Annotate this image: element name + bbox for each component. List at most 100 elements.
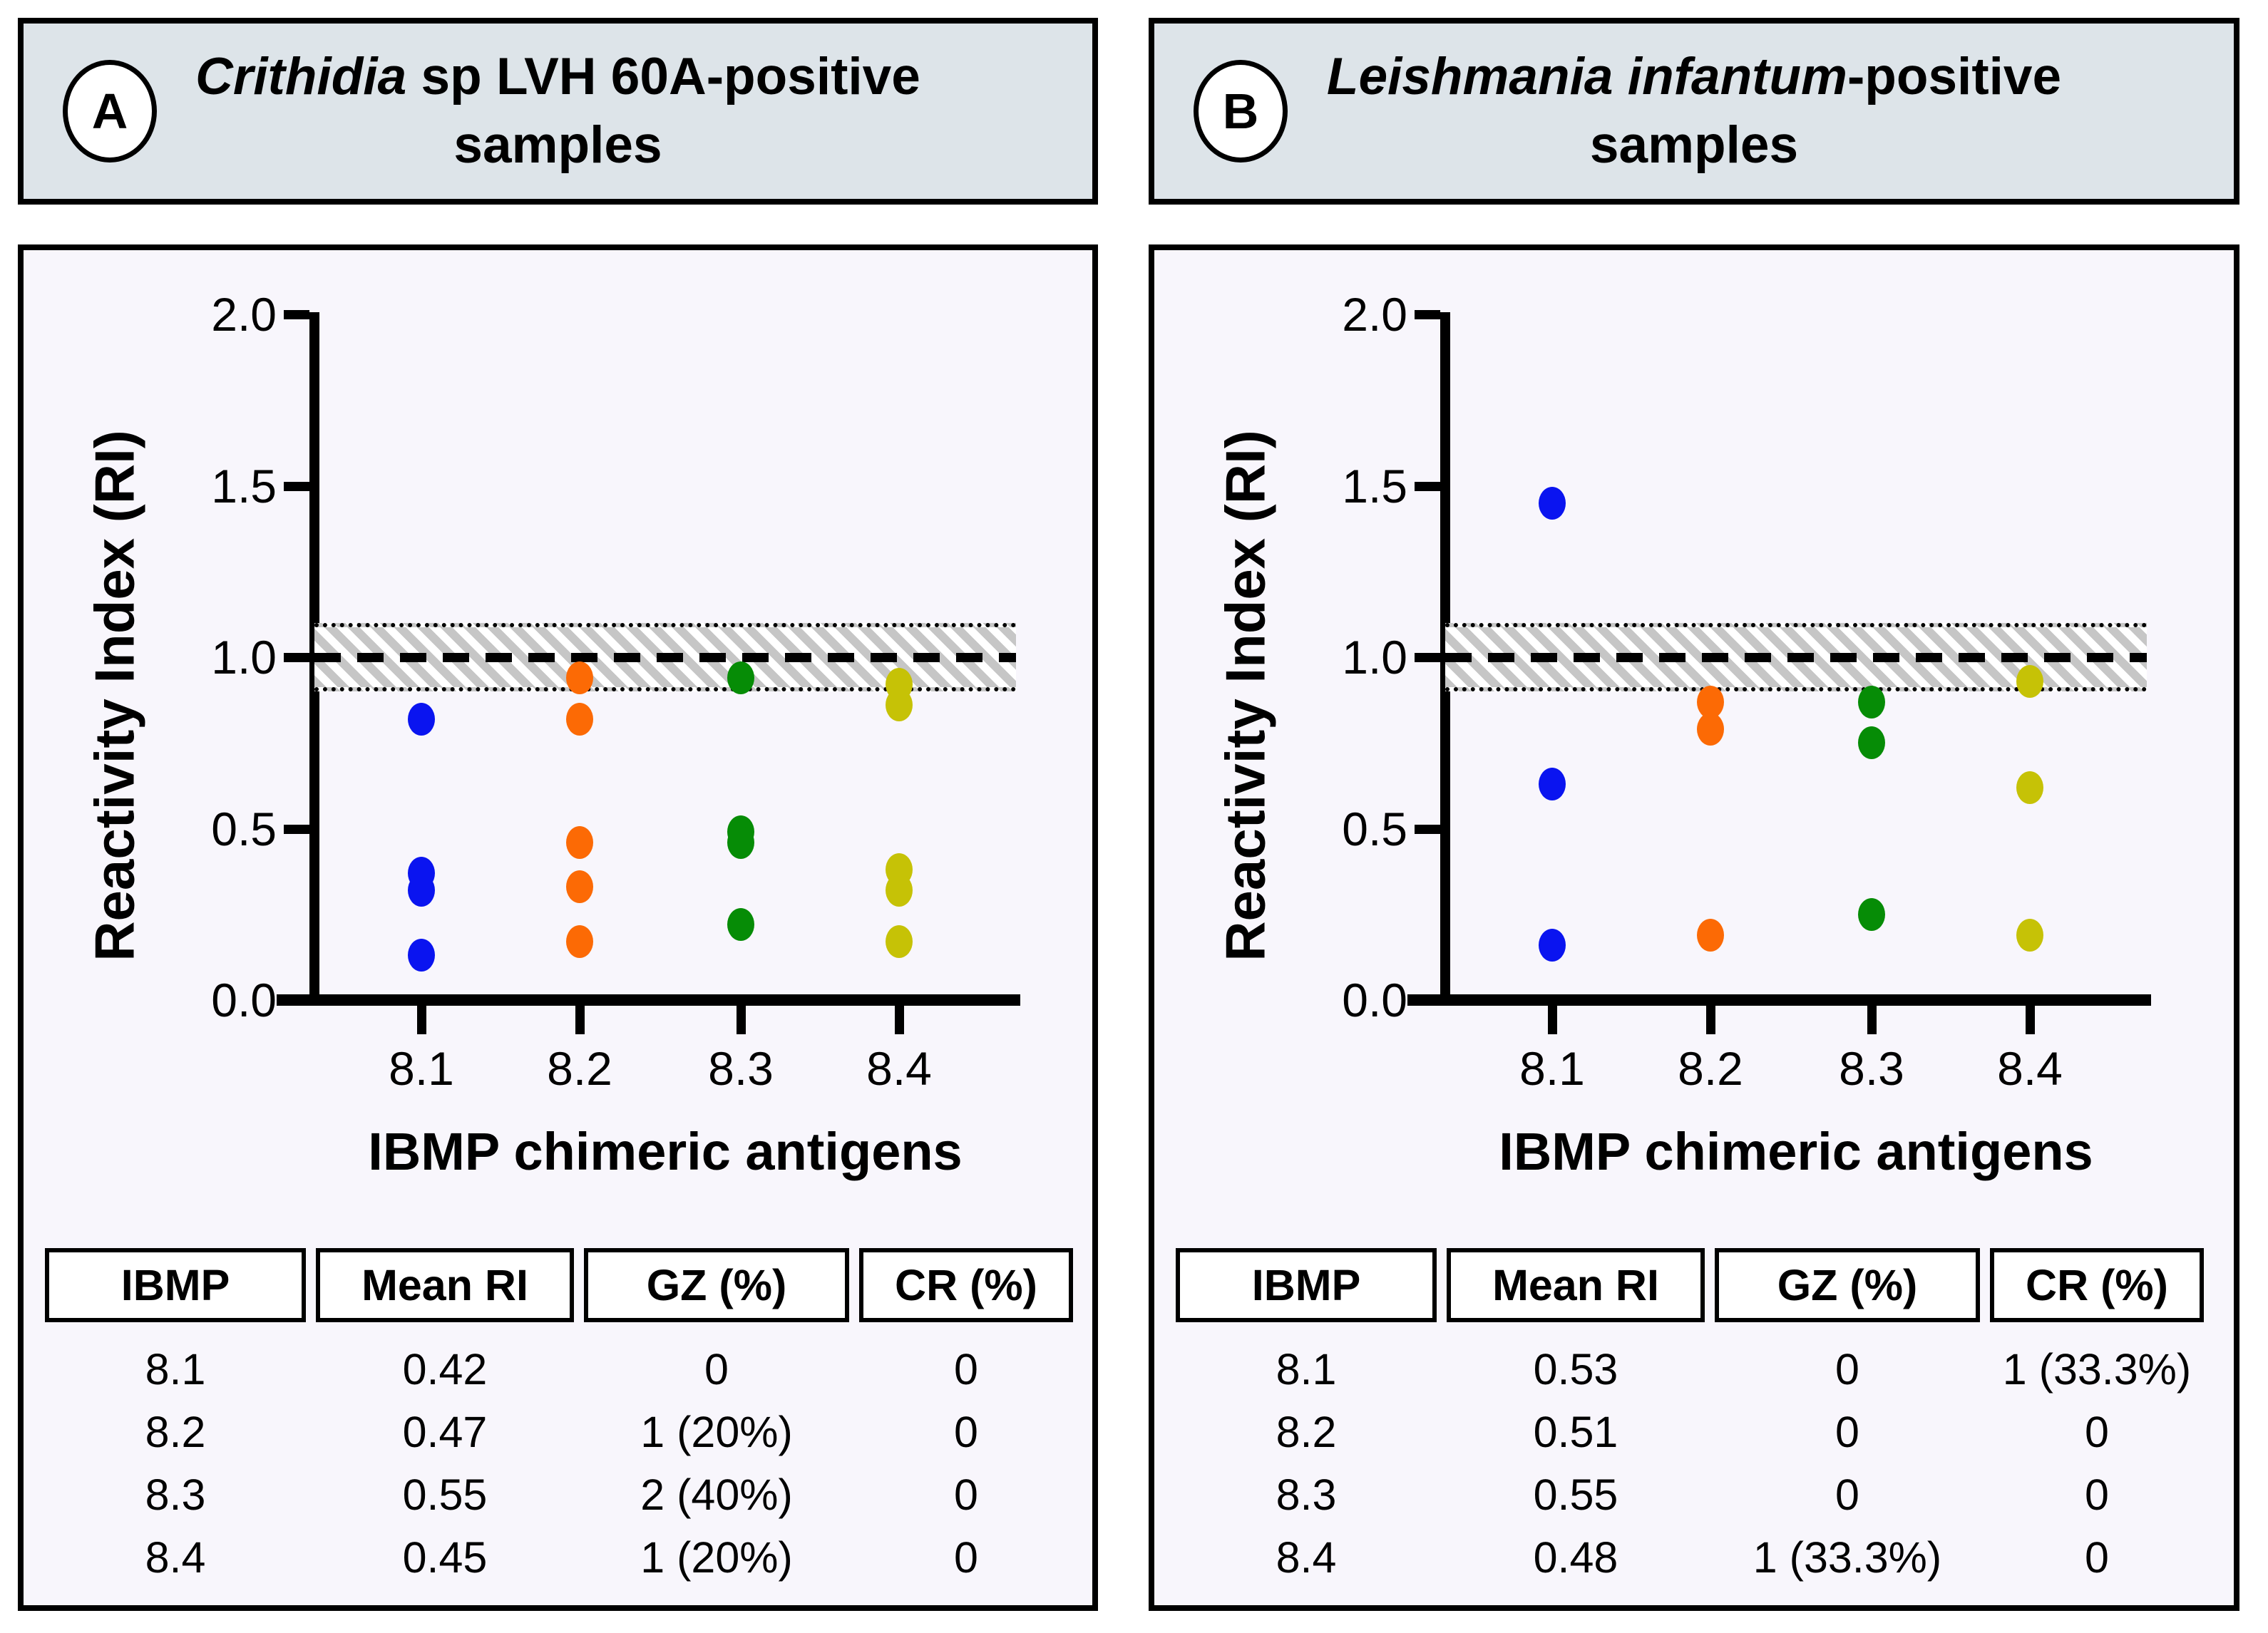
table-header-cell: CR (%) (1990, 1248, 2204, 1322)
table-cell: 1 (20%) (640, 1533, 793, 1582)
panel-a-title-line2: samples (453, 116, 662, 174)
table-cell: 0 (954, 1345, 978, 1394)
y-axis-tick (284, 481, 309, 491)
data-point (2016, 918, 2043, 952)
panel-b-title-line2: samples (1589, 116, 1799, 174)
data-point (566, 661, 593, 694)
x-axis-label: IBMP chimeric antigens (1499, 1122, 2093, 1181)
table-cell: 8.3 (145, 1470, 206, 1519)
panel-b-title-species: Leishmania infantum (1326, 47, 1847, 105)
table-cell: 0.42 (402, 1345, 488, 1394)
table-cell: 1 (20%) (640, 1408, 793, 1456)
x-axis-tick (575, 1006, 585, 1034)
panel-b-title-line1: Leishmania infantum-positive (1327, 43, 2061, 111)
y-axis-tick (1415, 653, 1440, 662)
panel-b-badge-circle: B (1194, 60, 1288, 163)
data-point (566, 702, 593, 736)
y-axis-tick-label: 0.0 (211, 974, 277, 1026)
table-header-cell: CR (%) (859, 1248, 1073, 1322)
cutoff-dashed-line (314, 653, 1016, 662)
y-axis-tick-label: 1.5 (1342, 459, 1407, 512)
y-axis-tick-label: 0.5 (1342, 802, 1407, 855)
table-row: 8.3 0.55 2 (40%) 0 (45, 1463, 1075, 1526)
plot-area: 2.0 1.5 1.0 0.5 0.0 8.1 8.2 8.3 8.4 (1154, 250, 2234, 1605)
table-cell: 0.47 (402, 1408, 488, 1456)
data-point (727, 825, 754, 859)
table-cell: 8.1 (1276, 1345, 1337, 1394)
panel-a: A Crithidia sp LVH 60A-positive samples … (18, 18, 1098, 1611)
panel-a-badge-circle: A (63, 60, 157, 163)
table-cell: 0 (1835, 1470, 1859, 1519)
table-header-row: IBMP Mean RI GZ (%) CR (%) (1176, 1248, 2206, 1322)
data-point (566, 825, 593, 859)
y-axis-tick-label: 2.0 (211, 288, 277, 341)
y-axis-tick (1415, 310, 1440, 319)
table-cell: 0.55 (402, 1470, 488, 1519)
table-cell: 0.48 (1533, 1533, 1618, 1582)
data-point (1539, 929, 1566, 962)
table-cell: 0.51 (1533, 1408, 1618, 1456)
y-axis-tick-label: 1.5 (211, 459, 277, 512)
results-table: IBMP Mean RI GZ (%) CR (%) 8.1 0.42 0 0 8.2 0.47… (45, 1248, 1075, 1589)
data-point (1539, 767, 1566, 800)
y-axis-tick (284, 824, 309, 834)
x-axis-tick (737, 1006, 746, 1034)
table-cell: 0 (2085, 1533, 2109, 1582)
table-row: 8.3 0.55 0 0 (1176, 1463, 2206, 1526)
data-point (886, 689, 913, 722)
y-axis-tick-label: 1.0 (1342, 631, 1407, 684)
data-point (886, 874, 913, 907)
x-axis-line (277, 994, 1020, 1006)
data-point (727, 661, 754, 694)
table-header-row: IBMP Mean RI GZ (%) CR (%) (45, 1248, 1075, 1322)
data-point (566, 925, 593, 959)
table-row: 8.2 0.47 1 (20%) 0 (45, 1401, 1075, 1463)
table-row: 8.1 0.42 0 0 (45, 1338, 1075, 1401)
table-cell: 8.2 (1276, 1408, 1337, 1456)
table-cell: 8.2 (145, 1408, 206, 1456)
table-cell: 8.4 (145, 1533, 206, 1582)
table-cell: 8.3 (1276, 1470, 1337, 1519)
y-axis-tick (1415, 824, 1440, 834)
y-axis-tick (284, 653, 309, 662)
panel-a-title: Crithidia sp LVH 60A-positive samples (195, 43, 920, 180)
panel-a-title-suffix: sp LVH 60A-positive (406, 47, 920, 105)
data-point (886, 925, 913, 959)
panel-b-figure-box: Reactivity Index (RI) 2.0 1.5 1.0 0.5 0.0 8.1… (1149, 244, 2239, 1611)
table-cell: 0 (954, 1408, 978, 1456)
table-header-cell: Mean RI (1447, 1248, 1705, 1322)
table-cell: 0.45 (402, 1533, 488, 1582)
y-axis-tick-label: 0.5 (211, 802, 277, 855)
x-axis-tick (1706, 1006, 1715, 1034)
x-axis-tick-label: 8.3 (708, 1042, 774, 1095)
table-header-cell: Mean RI (316, 1248, 574, 1322)
panel-a-badge-letter: A (91, 83, 128, 139)
table-header-cell: GZ (%) (584, 1248, 849, 1322)
x-axis-tick-label: 8.3 (1839, 1042, 1904, 1095)
panel-b-title-suffix: -positive (1847, 47, 2062, 105)
data-point (566, 870, 593, 904)
table-row: 8.4 0.48 1 (33.3%) 0 (1176, 1526, 2206, 1589)
data-point (727, 908, 754, 942)
data-point (408, 939, 435, 972)
table-cell: 8.4 (1276, 1533, 1337, 1582)
results-table: IBMP Mean RI GZ (%) CR (%) 8.1 0.53 0 1 (33.3%… (1176, 1248, 2206, 1589)
data-point (2016, 771, 2043, 804)
x-axis-tick-label: 8.1 (1519, 1042, 1585, 1095)
table-cell: 0 (954, 1533, 978, 1582)
x-axis-tick-label: 8.4 (866, 1042, 932, 1095)
data-point (408, 702, 435, 736)
table-cell: 0 (2085, 1470, 2109, 1519)
x-axis-tick (1548, 1006, 1557, 1034)
x-axis-tick (895, 1006, 904, 1034)
data-point (1697, 685, 1724, 718)
x-axis-label: IBMP chimeric antigens (368, 1122, 963, 1181)
y-axis-tick-label: 2.0 (1342, 288, 1407, 341)
panel-a-figure-box: Reactivity Index (RI) 2.0 1.5 1.0 0.5 0.0 8.1… (18, 244, 1098, 1611)
panel-b-header: B Leishmania infantum-positive samples (1149, 18, 2239, 205)
y-axis-tick-label: 0.0 (1342, 974, 1407, 1026)
table-cell: 8.1 (145, 1345, 206, 1394)
table-cell: 2 (40%) (640, 1470, 793, 1519)
table-header-cell: GZ (%) (1715, 1248, 1980, 1322)
